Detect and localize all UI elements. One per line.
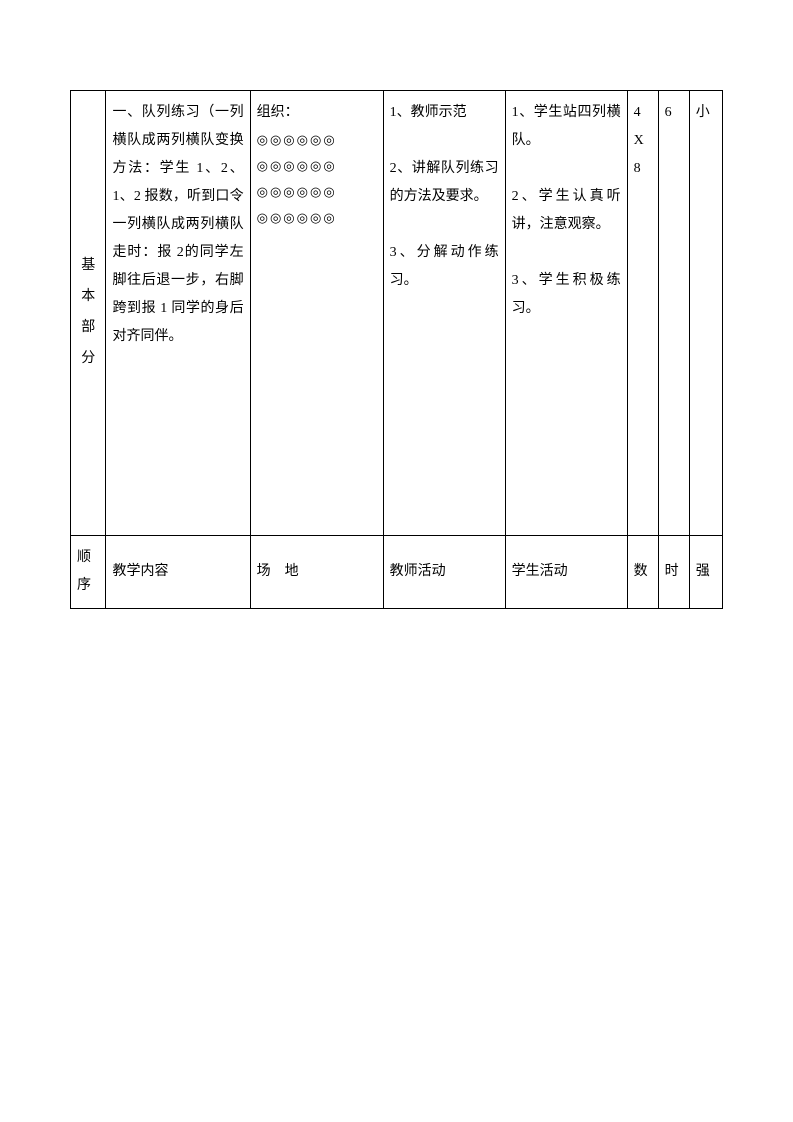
student-activity-cell: 1、学生站四列横队。 2、学生认真听讲，注意观察。 3、学生积极练习。 <box>505 91 627 536</box>
formation-row-2: ◎◎◎◎◎◎ <box>257 153 377 179</box>
formation-row-1: ◎◎◎◎◎◎ <box>257 127 377 153</box>
formation-row-3: ◎◎◎◎◎◎ <box>257 179 377 205</box>
teacher-activity: 1、教师示范 2、讲解队列练习的方法及要求。 3、分解动作练习。 <box>390 99 499 295</box>
formation-row-4: ◎◎◎◎◎◎ <box>257 205 377 231</box>
content-row: 基本部分 一、队列练习（一列横队成两列横队变换方法：学生 1、2、1、2 报数，… <box>71 91 723 536</box>
student-activity: 1、学生站四列横队。 2、学生认真听讲，注意观察。 3、学生积极练习。 <box>512 99 621 323</box>
header-time-text: 时 <box>665 564 679 579</box>
header-count: 数 <box>627 536 658 609</box>
section-label-cell: 基本部分 <box>71 91 106 536</box>
header-venue-text: 场 地 <box>257 564 299 579</box>
header-sequence: 顺序 <box>71 536 106 609</box>
header-teacher: 教师活动 <box>383 536 505 609</box>
teacher-activity-cell: 1、教师示范 2、讲解队列练习的方法及要求。 3、分解动作练习。 <box>383 91 505 536</box>
count-cell: 4 X 8 <box>627 91 658 536</box>
header-row: 顺序 教学内容 场 地 教师活动 学生活动 数 时 强 <box>71 536 723 609</box>
header-student-text: 学生活动 <box>512 564 568 579</box>
venue-label: 组织： <box>257 99 377 127</box>
main-table: 基本部分 一、队列练习（一列横队成两列横队变换方法：学生 1、2、1、2 报数，… <box>70 90 723 609</box>
header-intensity-text: 强 <box>696 564 710 579</box>
header-content-text: 教学内容 <box>112 564 168 579</box>
header-teacher-text: 教师活动 <box>390 564 446 579</box>
teaching-content-cell: 一、队列练习（一列横队成两列横队变换方法：学生 1、2、1、2 报数，听到口令一… <box>106 91 250 536</box>
header-venue: 场 地 <box>250 536 383 609</box>
teaching-content: 一、队列练习（一列横队成两列横队变换方法：学生 1、2、1、2 报数，听到口令一… <box>112 99 243 351</box>
header-time: 时 <box>658 536 689 609</box>
time-cell: 6 <box>658 91 689 536</box>
header-student: 学生活动 <box>505 536 627 609</box>
count-value: 4 X 8 <box>634 99 652 183</box>
time-value: 6 <box>665 99 683 127</box>
header-intensity: 强 <box>689 536 722 609</box>
header-count-text: 数 <box>634 564 648 579</box>
section-label: 基本部分 <box>77 251 99 374</box>
header-content: 教学内容 <box>106 536 250 609</box>
intensity-value: 小 <box>696 99 716 127</box>
header-sequence-text: 顺序 <box>77 550 91 593</box>
venue-cell: 组织： ◎◎◎◎◎◎ ◎◎◎◎◎◎ ◎◎◎◎◎◎ ◎◎◎◎◎◎ <box>250 91 383 536</box>
lesson-plan-table: 基本部分 一、队列练习（一列横队成两列横队变换方法：学生 1、2、1、2 报数，… <box>70 90 723 609</box>
intensity-cell: 小 <box>689 91 722 536</box>
